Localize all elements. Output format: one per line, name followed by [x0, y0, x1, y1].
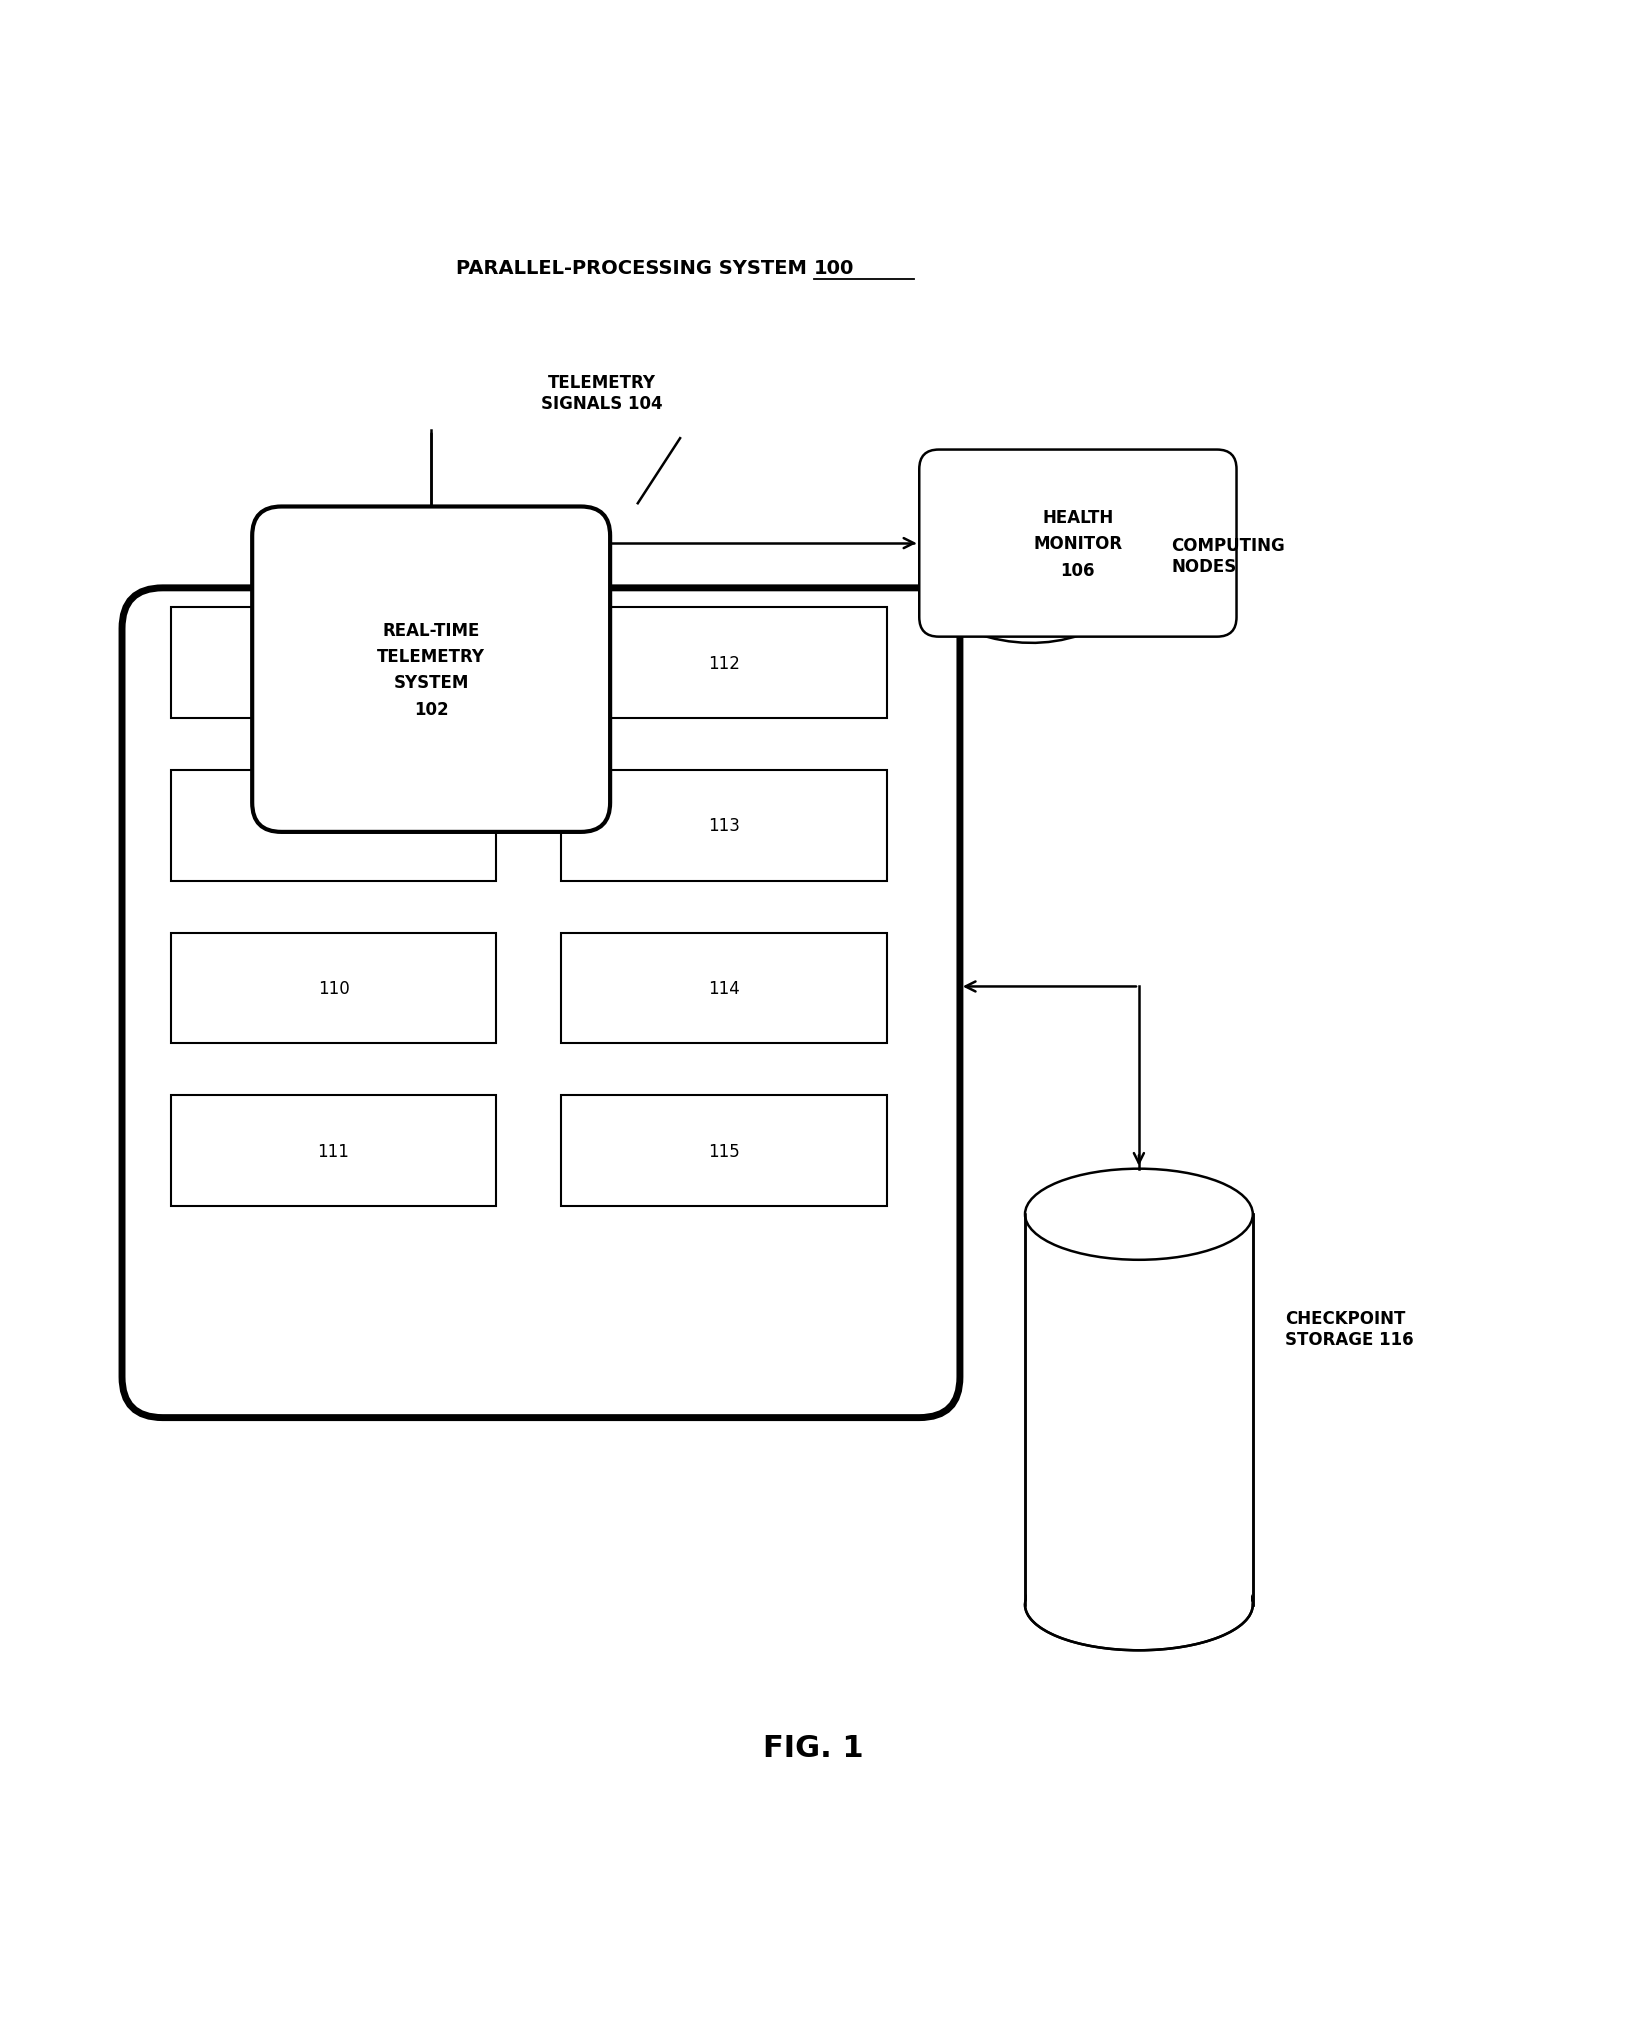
Text: TELEMETRY
SIGNALS 104: TELEMETRY SIGNALS 104: [542, 373, 662, 412]
Text: 111: 111: [317, 1142, 350, 1160]
Text: 110: 110: [317, 979, 350, 997]
Text: 113: 113: [708, 818, 740, 836]
Text: 100: 100: [814, 259, 854, 277]
Bar: [561, 1095, 887, 1207]
Bar: [1027, 1215, 1251, 1605]
Bar: [171, 934, 496, 1044]
Bar: [561, 771, 887, 881]
Text: REAL-TIME
TELEMETRY
SYSTEM
102: REAL-TIME TELEMETRY SYSTEM 102: [377, 622, 485, 718]
Text: PARALLEL-PROCESSING SYSTEM: PARALLEL-PROCESSING SYSTEM: [456, 259, 814, 277]
Bar: [171, 1095, 496, 1207]
Ellipse shape: [1025, 1560, 1253, 1650]
FancyBboxPatch shape: [122, 589, 960, 1417]
Text: 108: 108: [317, 655, 350, 673]
Text: COMPUTING
NODES: COMPUTING NODES: [1171, 536, 1285, 575]
Bar: [171, 771, 496, 881]
Text: FIG. 1: FIG. 1: [763, 1733, 864, 1762]
FancyBboxPatch shape: [252, 508, 610, 832]
Bar: [561, 608, 887, 718]
FancyBboxPatch shape: [919, 451, 1237, 638]
Bar: [171, 608, 496, 718]
Bar: [561, 934, 887, 1044]
Text: CHECKPOINT
STORAGE 116: CHECKPOINT STORAGE 116: [1285, 1309, 1414, 1348]
Text: 109: 109: [317, 818, 350, 836]
Ellipse shape: [1025, 1168, 1253, 1260]
Text: 112: 112: [708, 655, 740, 673]
Text: 114: 114: [708, 979, 740, 997]
Text: HEALTH
MONITOR
106: HEALTH MONITOR 106: [1033, 508, 1123, 579]
Text: 115: 115: [708, 1142, 740, 1160]
